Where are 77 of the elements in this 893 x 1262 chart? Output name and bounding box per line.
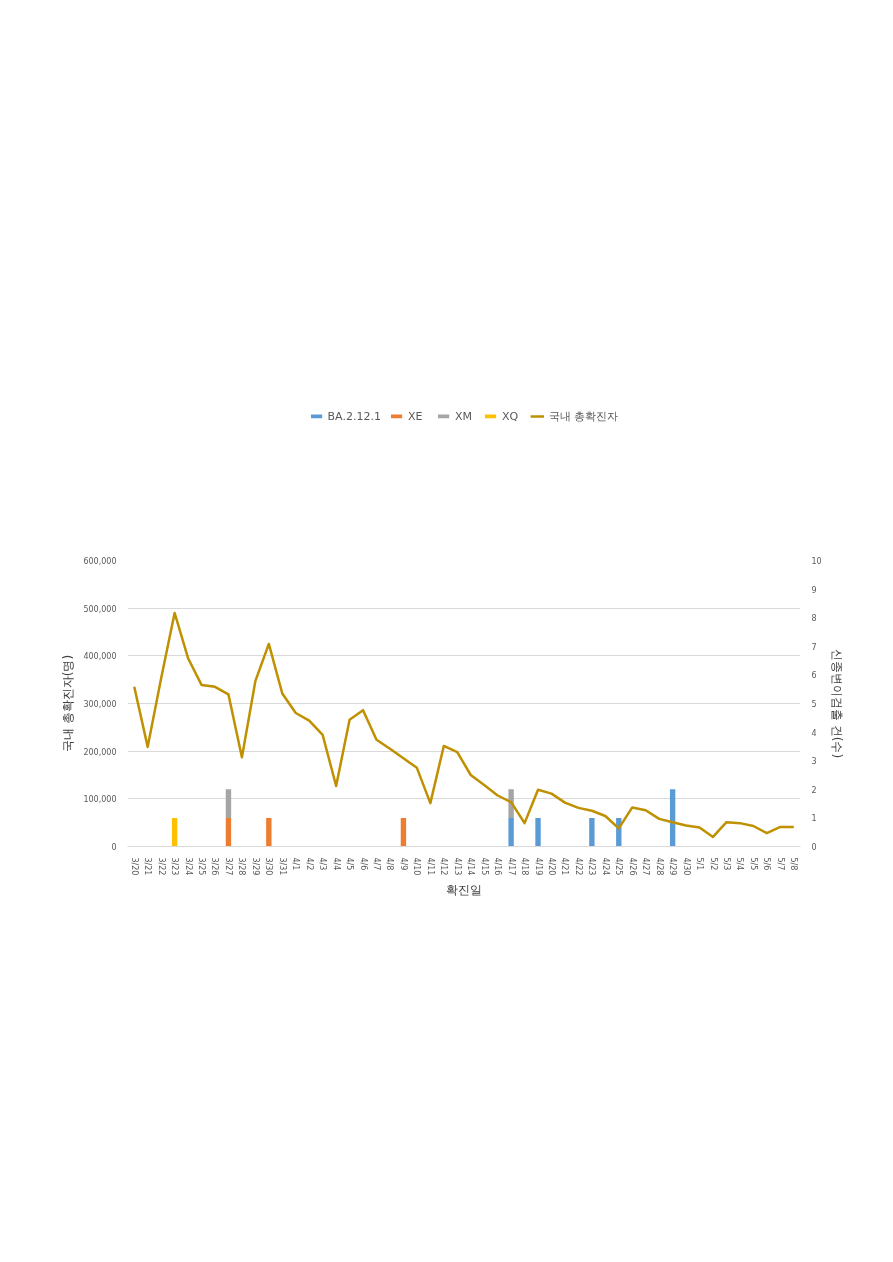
x-tick-label: 3/28 bbox=[237, 857, 247, 876]
x-tick-label: 4/22 bbox=[573, 857, 583, 876]
x-tick-label: 4/15 bbox=[479, 857, 489, 876]
x-tick-label: 4/2 bbox=[304, 857, 314, 871]
x-tick-label: 5/6 bbox=[762, 857, 772, 871]
y-tick-label: 400,000 bbox=[83, 652, 117, 662]
x-tick-label: 4/16 bbox=[493, 857, 503, 876]
y2-tick-label: 10 bbox=[811, 557, 822, 566]
x-tick-label: 4/29 bbox=[668, 857, 678, 876]
x-tick-label: 4/11 bbox=[425, 857, 435, 876]
y-tick-label: 100,000 bbox=[83, 795, 117, 805]
x-tick-label: 4/23 bbox=[587, 857, 597, 876]
x-tick-label: 4/10 bbox=[412, 857, 422, 876]
x-tick-label: 3/25 bbox=[197, 857, 207, 876]
x-tick-label: 4/14 bbox=[466, 857, 476, 876]
y-tick-label: 300,000 bbox=[83, 700, 117, 709]
x-tick-label: 5/3 bbox=[721, 857, 731, 871]
x-tick-label: 4/26 bbox=[627, 857, 637, 876]
y2-tick-label: 2 bbox=[811, 785, 817, 795]
x-tick-label: 4/28 bbox=[654, 857, 664, 876]
legend-label: XM bbox=[454, 409, 473, 423]
x-tick-label: 4/1 bbox=[291, 857, 301, 871]
x-tick-label: 5/1 bbox=[695, 857, 705, 871]
x-tick-label: 3/31 bbox=[277, 857, 287, 876]
x-tick-label: 3/22 bbox=[156, 857, 166, 876]
x-tick-label: 4/5 bbox=[345, 857, 355, 871]
x-tick-label: 3/26 bbox=[210, 857, 220, 876]
x-tick-label: 5/4 bbox=[735, 857, 745, 871]
legend-label: XQ bbox=[501, 409, 520, 423]
y2-tick-label: 4 bbox=[811, 728, 817, 738]
x-axis-title: 확진일 bbox=[446, 883, 482, 898]
y-axis-title: 국내 총확진자(명) bbox=[61, 654, 76, 753]
x-tick-label: 4/18 bbox=[520, 857, 530, 876]
x-tick-label: 4/17 bbox=[506, 857, 516, 876]
x-tick-label: 4/20 bbox=[546, 857, 556, 876]
x-tick-label: 5/8 bbox=[789, 857, 799, 871]
y2-tick-label: 9 bbox=[811, 585, 817, 595]
x-tick-label: 4/4 bbox=[331, 857, 341, 871]
legend-label: XE bbox=[407, 409, 424, 423]
x-tick-label: 3/30 bbox=[264, 857, 274, 876]
x-tick-label: 3/21 bbox=[143, 857, 153, 876]
y2-tick-label: 7 bbox=[811, 642, 817, 652]
x-tick-label: 4/9 bbox=[398, 857, 408, 871]
y2-tick-label: 1 bbox=[811, 814, 817, 824]
y2-tick-label: 3 bbox=[811, 757, 817, 767]
x-tick-label: 4/7 bbox=[372, 857, 382, 871]
y-tick-label: 500,000 bbox=[83, 604, 117, 614]
x-tick-label: 3/23 bbox=[170, 857, 180, 876]
x-tick-label: 4/3 bbox=[318, 857, 328, 871]
legend-label: 국내 총확진자 bbox=[548, 408, 619, 424]
y-tick-label: 0 bbox=[111, 843, 117, 852]
x-tick-label: 3/29 bbox=[250, 857, 260, 876]
y-tick-label: 600,000 bbox=[83, 557, 117, 566]
y2-tick-label: 5 bbox=[811, 700, 817, 709]
x-tick-label: 3/27 bbox=[223, 857, 233, 876]
x-tick-label: 5/2 bbox=[708, 857, 718, 871]
x-tick-label: 3/24 bbox=[183, 857, 193, 876]
legend-label: BA.2.12.1 bbox=[327, 409, 381, 423]
x-tick-label: 4/19 bbox=[533, 857, 543, 876]
y-tick-label: 200,000 bbox=[83, 747, 117, 757]
x-tick-label: 4/8 bbox=[385, 857, 395, 871]
x-tick-label: 4/13 bbox=[452, 857, 462, 876]
x-tick-label: 4/30 bbox=[681, 857, 691, 876]
x-tick-label: 4/24 bbox=[600, 857, 610, 876]
x-tick-label: 5/5 bbox=[748, 857, 758, 871]
y2-tick-label: 8 bbox=[811, 614, 817, 624]
x-tick-label: 5/7 bbox=[775, 857, 785, 871]
x-tick-label: 3/20 bbox=[129, 857, 139, 876]
y2-tick-label: 0 bbox=[811, 843, 817, 852]
line-series bbox=[132, 611, 796, 839]
x-tick-label: 4/25 bbox=[614, 857, 624, 876]
y2-tick-label: 6 bbox=[811, 671, 817, 681]
x-tick-label: 4/6 bbox=[358, 857, 368, 871]
x-tick-label: 4/27 bbox=[641, 857, 651, 876]
x-tick-label: 4/21 bbox=[560, 857, 570, 876]
y2-axis-title: 신종변이검출 건(수) bbox=[829, 648, 844, 759]
x-tick-label: 4/12 bbox=[439, 857, 449, 876]
